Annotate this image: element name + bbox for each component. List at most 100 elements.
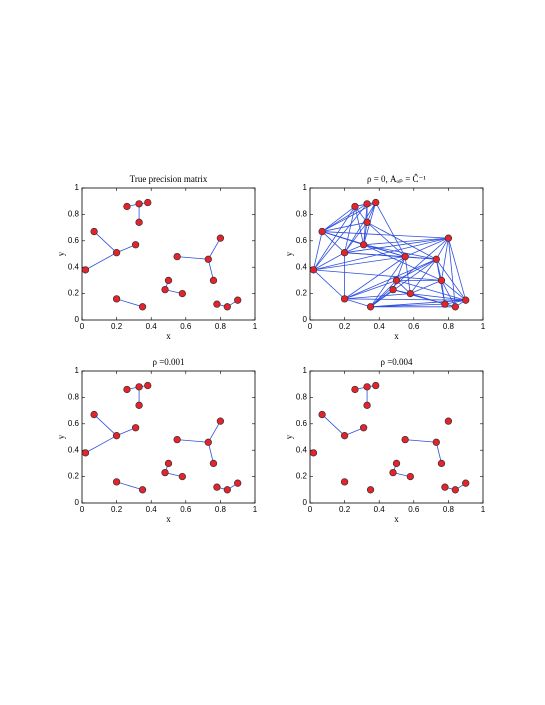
edge xyxy=(363,237,449,246)
node xyxy=(144,381,152,390)
edge xyxy=(322,231,449,239)
x-tick-label: 0 xyxy=(80,322,85,331)
x-tick-label: 1 xyxy=(481,322,486,331)
node xyxy=(90,410,98,419)
edge xyxy=(344,237,449,254)
node xyxy=(164,276,173,285)
x-tick-label: 0.6 xyxy=(408,322,420,331)
edge xyxy=(344,256,406,300)
node xyxy=(204,438,212,446)
node xyxy=(216,234,225,242)
y-tick-label: 0.4 xyxy=(68,262,80,271)
node xyxy=(392,459,401,468)
node xyxy=(389,468,397,477)
edge xyxy=(396,258,437,281)
node xyxy=(359,241,368,249)
edge xyxy=(363,244,442,281)
edge xyxy=(435,259,467,301)
node xyxy=(340,478,349,486)
y-axis-label: y xyxy=(284,251,294,256)
y-tick-label: 0.6 xyxy=(296,419,308,428)
node xyxy=(135,401,143,409)
node xyxy=(363,200,371,208)
edge xyxy=(85,252,117,271)
edge xyxy=(313,237,449,271)
edge xyxy=(396,280,466,301)
node xyxy=(135,200,143,208)
y-tick-label: 0.4 xyxy=(296,445,308,454)
node xyxy=(462,479,470,487)
node xyxy=(213,483,221,491)
node xyxy=(178,472,186,481)
x-tick-label: 0.6 xyxy=(180,322,192,331)
y-tick-label: 1 xyxy=(75,366,80,375)
node xyxy=(340,432,349,440)
y-tick-label: 1 xyxy=(75,183,80,192)
edge xyxy=(207,237,221,260)
edge xyxy=(116,298,143,308)
edge xyxy=(344,280,397,300)
y-tick-label: 0.2 xyxy=(68,289,80,298)
edge xyxy=(410,293,466,301)
y-tick-label: 1 xyxy=(303,366,308,375)
node xyxy=(123,202,131,211)
x-axis-label: x xyxy=(394,514,399,524)
edge xyxy=(344,202,377,253)
node xyxy=(351,202,359,211)
node xyxy=(123,385,131,394)
x-tick-label: 0.4 xyxy=(146,505,158,514)
edge xyxy=(370,256,406,308)
node xyxy=(340,295,349,303)
node xyxy=(366,303,375,311)
edge xyxy=(363,222,368,245)
edge xyxy=(313,269,442,281)
x-tick-label: 0.4 xyxy=(374,322,386,331)
node xyxy=(372,198,380,207)
edge xyxy=(448,238,467,301)
node xyxy=(216,417,225,425)
edge xyxy=(396,256,406,281)
node xyxy=(351,385,359,394)
subplot-title: ρ =0.004 xyxy=(380,357,413,367)
node xyxy=(223,303,231,311)
edge xyxy=(404,237,449,258)
edge xyxy=(344,298,371,308)
node xyxy=(318,410,326,419)
node xyxy=(406,472,414,481)
edge xyxy=(354,206,365,245)
node xyxy=(340,249,349,257)
node xyxy=(444,417,453,425)
x-tick-label: 0.4 xyxy=(146,322,158,331)
y-tick-label: 0.8 xyxy=(296,210,308,219)
node xyxy=(401,252,409,261)
y-axis-label: y xyxy=(56,251,66,256)
node xyxy=(444,234,453,242)
x-axis-label: x xyxy=(394,331,399,341)
x-tick-label: 0 xyxy=(308,505,313,514)
edge xyxy=(370,303,445,308)
subplot: 0 0.2 0.4 0.6 0.8 1 0 0.2 0.4 0.6 0.8 1 True precisi… xyxy=(56,174,258,341)
node xyxy=(213,300,221,308)
x-axis-label: x xyxy=(166,331,171,341)
edge xyxy=(344,298,466,301)
y-tick-label: 0.4 xyxy=(296,262,308,271)
node xyxy=(161,468,169,477)
node xyxy=(363,401,371,409)
edge xyxy=(93,414,117,436)
node xyxy=(234,479,242,487)
y-tick-label: 0.6 xyxy=(68,236,80,245)
node xyxy=(451,486,459,494)
node xyxy=(389,285,397,294)
edge xyxy=(366,222,406,257)
y-tick-label: 0.2 xyxy=(68,472,80,481)
x-tick-label: 0.6 xyxy=(408,505,420,514)
x-axis-label: x xyxy=(166,514,171,524)
edge xyxy=(410,259,437,294)
node xyxy=(112,478,121,486)
edge xyxy=(321,206,356,232)
edge xyxy=(410,280,442,294)
x-tick-label: 1 xyxy=(253,505,258,514)
node xyxy=(432,255,440,263)
